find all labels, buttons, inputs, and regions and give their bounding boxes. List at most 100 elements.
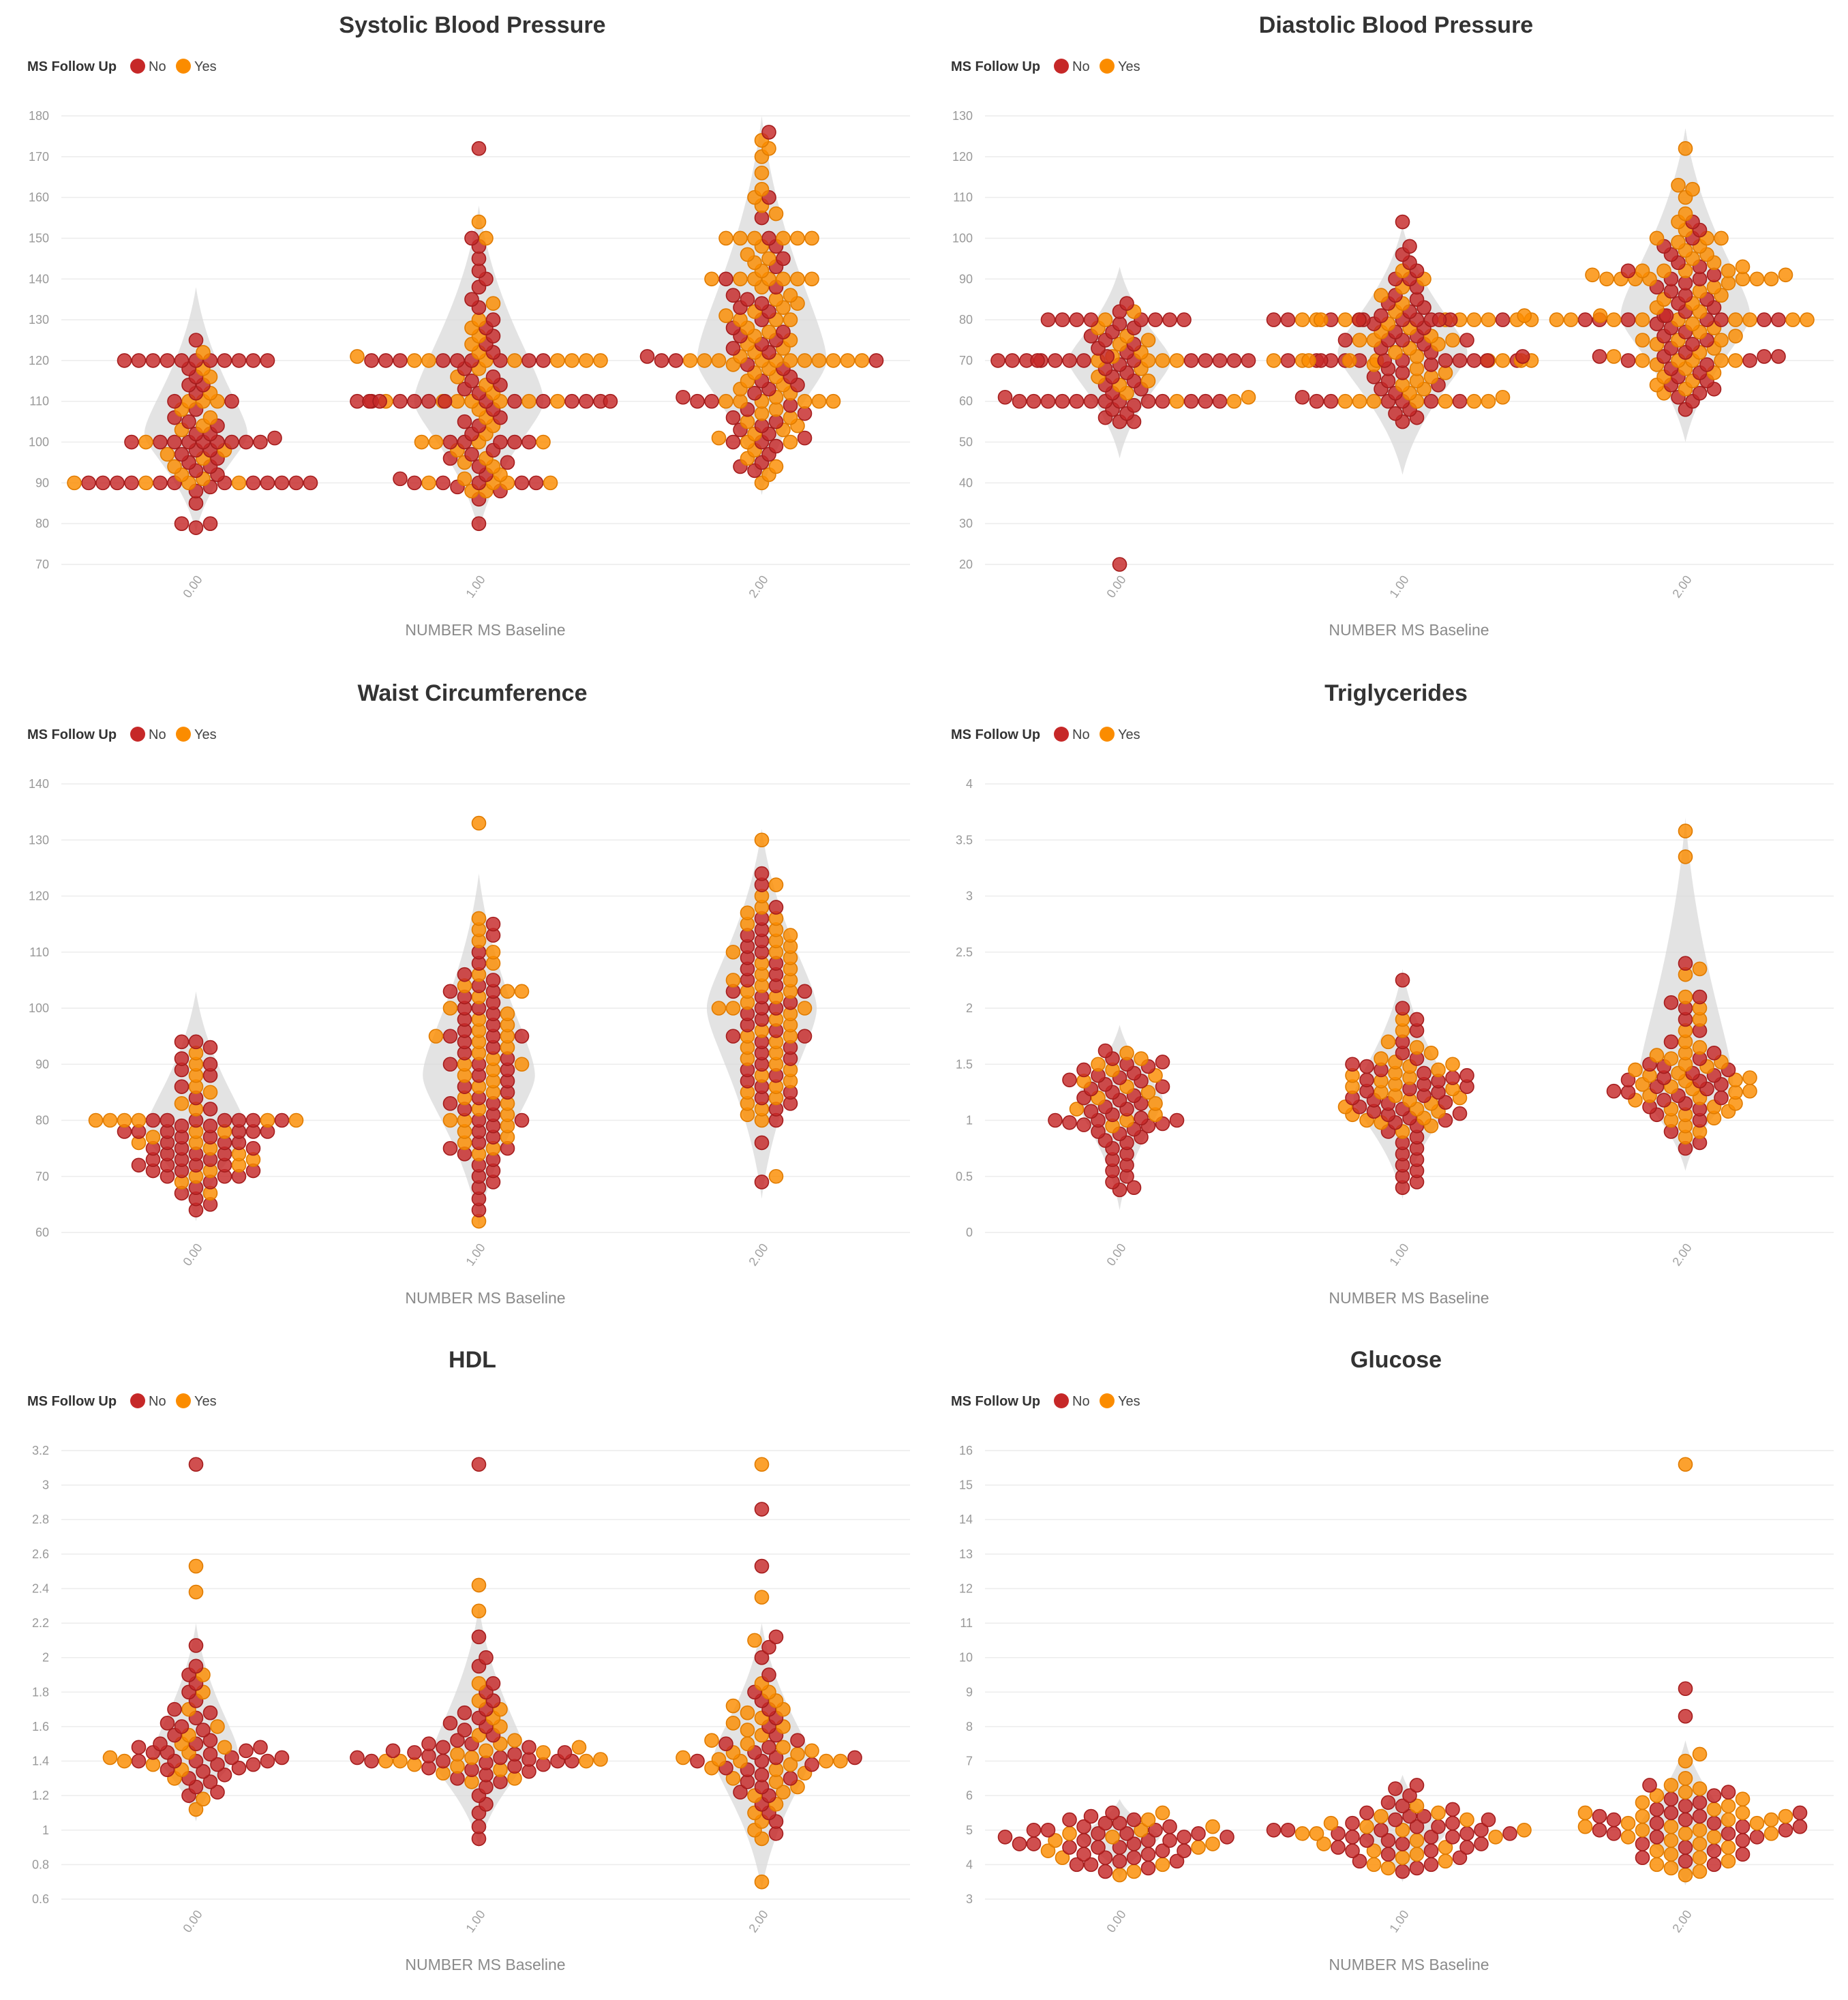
data-point-no	[202, 1040, 218, 1055]
data-point-yes	[1062, 1826, 1077, 1841]
data-point-yes	[1563, 312, 1579, 327]
data-point-no	[1359, 1059, 1374, 1074]
data-point-yes	[471, 815, 487, 831]
y-tick-label: 70	[35, 1170, 49, 1183]
data-point-yes	[1423, 369, 1439, 384]
data-point-no	[1097, 1850, 1113, 1866]
data-point-yes	[1721, 1798, 1736, 1814]
data-point-no	[1155, 393, 1170, 409]
y-tick-label: 100	[29, 1001, 49, 1015]
data-point-no	[153, 434, 168, 450]
data-point-no	[1395, 365, 1410, 380]
data-point-no	[442, 1029, 458, 1044]
y-tick-label: 3.5	[956, 833, 973, 847]
data-point-yes	[1635, 1795, 1650, 1810]
data-point-yes	[1763, 1812, 1779, 1828]
data-point-yes	[1323, 1815, 1339, 1831]
data-point-yes	[825, 393, 841, 409]
data-point-yes	[1599, 271, 1614, 287]
data-point-yes	[1134, 1822, 1149, 1838]
data-point-no	[1280, 353, 1296, 368]
data-point-no	[1663, 1791, 1679, 1807]
data-point-yes	[450, 393, 465, 409]
legend-title: MS Follow Up	[27, 59, 117, 74]
data-point-no	[181, 414, 196, 429]
data-point-no	[471, 1629, 487, 1645]
data-point-no	[81, 475, 96, 491]
data-point-no	[1169, 1853, 1185, 1869]
data-point-yes	[1678, 1771, 1693, 1786]
data-point-no	[1126, 1850, 1142, 1866]
data-point-no	[783, 1771, 798, 1786]
data-point-yes	[1678, 1867, 1693, 1883]
data-point-no	[768, 1750, 784, 1766]
data-point-no	[754, 296, 770, 311]
y-tick-label: 14	[959, 1513, 973, 1526]
data-point-no	[500, 455, 515, 470]
data-point-no	[997, 1830, 1013, 1845]
legend-marker-yes	[176, 727, 191, 742]
data-point-yes	[1800, 312, 1815, 327]
data-point-no	[188, 520, 204, 535]
legend-label-no: No	[149, 59, 166, 74]
data-point-yes	[776, 271, 791, 287]
data-point-no	[997, 389, 1013, 405]
y-tick-label: 80	[35, 1114, 49, 1127]
data-point-yes	[1105, 1830, 1120, 1845]
data-point-yes	[1671, 234, 1686, 250]
data-point-yes	[783, 1757, 798, 1772]
data-point-no	[1374, 308, 1389, 323]
data-point-yes	[210, 1719, 225, 1734]
data-point-no	[747, 385, 762, 401]
y-tick-label: 170	[29, 150, 49, 164]
data-point-yes	[536, 1745, 551, 1760]
data-point-no	[1395, 1864, 1410, 1879]
x-tick-label: 0.00	[180, 1907, 205, 1935]
data-point-no	[1757, 349, 1772, 364]
data-point-no	[1212, 393, 1228, 409]
data-point-no	[1337, 333, 1353, 348]
data-point-no	[1012, 393, 1027, 409]
data-point-yes	[1309, 1826, 1324, 1841]
data-point-no	[1692, 989, 1708, 1005]
data-point-no	[1721, 1785, 1736, 1800]
data-point-no	[231, 1760, 247, 1776]
x-tick-label: 0.00	[1104, 1907, 1128, 1935]
y-tick-label: 8	[966, 1720, 973, 1733]
data-point-yes	[1656, 263, 1671, 279]
data-point-yes	[1481, 393, 1496, 409]
data-point-yes	[117, 1112, 132, 1128]
data-point-yes	[1692, 284, 1708, 299]
data-point-no	[1423, 1830, 1439, 1845]
data-point-no	[1678, 1708, 1693, 1724]
data-point-yes	[1134, 1051, 1149, 1066]
data-point-no	[1345, 1830, 1360, 1845]
data-point-yes	[1226, 393, 1242, 409]
data-point-yes	[442, 1001, 458, 1016]
data-point-yes	[1585, 267, 1600, 283]
y-tick-label: 10	[959, 1651, 973, 1665]
data-point-yes	[833, 1753, 848, 1769]
chart-panel-waist: Waist Circumference MS Follow Up No Yes 60 70…	[0, 668, 917, 1333]
data-point-no	[174, 516, 190, 531]
data-point-yes	[1635, 333, 1650, 348]
data-point-no	[507, 393, 522, 409]
data-point-no	[485, 973, 501, 988]
y-tick-label: 70	[959, 354, 973, 367]
data-point-no	[224, 434, 239, 450]
data-point-no	[253, 434, 268, 450]
data-point-yes	[1388, 345, 1403, 360]
data-point-no	[768, 414, 784, 429]
data-point-yes	[102, 1112, 118, 1128]
data-point-no	[1721, 1826, 1736, 1841]
data-point-no	[245, 1757, 261, 1772]
y-tick-label: 90	[959, 272, 973, 286]
data-point-no	[153, 475, 168, 491]
data-point-no	[1083, 312, 1099, 327]
data-point-yes	[1678, 141, 1693, 156]
y-tick-label: 2	[966, 1001, 973, 1015]
data-point-yes	[1366, 1843, 1382, 1858]
data-point-no	[153, 1736, 168, 1752]
data-point-yes	[117, 1753, 132, 1769]
data-point-yes	[1119, 1045, 1134, 1061]
